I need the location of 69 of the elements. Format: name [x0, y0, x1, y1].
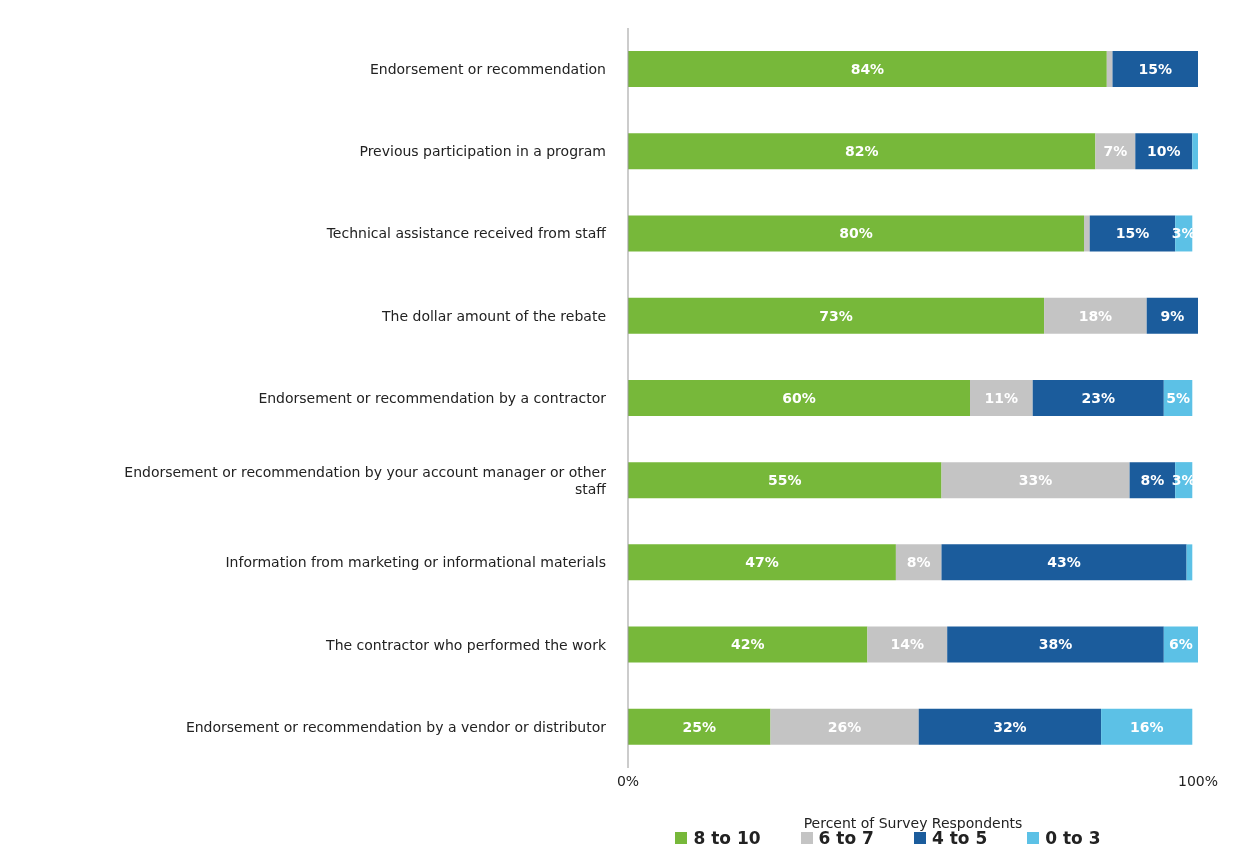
legend-label: 6 to 7 — [817, 828, 874, 848]
y-tick-label: Endorsement or recommendation by your account manager or other staff — [124, 463, 607, 497]
data-label: 80% — [839, 225, 873, 242]
data-label: 60% — [782, 389, 816, 406]
bar — [1084, 215, 1090, 252]
data-label: 8% — [906, 554, 931, 571]
y-tick-label: Endorsement or recommendation — [369, 61, 606, 78]
data-label: 9% — [1160, 307, 1185, 324]
bar — [770, 708, 919, 745]
bar — [1095, 133, 1136, 170]
y-tick-label: The contractor who performed the work — [325, 636, 607, 653]
data-label: 73% — [819, 307, 853, 324]
bar — [941, 544, 1187, 581]
data-label: 47% — [745, 554, 779, 571]
y-tick-label: Technical assistance received from staff — [325, 225, 607, 242]
x-tick-label: 100% — [1177, 772, 1219, 789]
bar — [1044, 297, 1147, 334]
data-label: 82% — [844, 143, 879, 160]
bar — [628, 297, 1045, 334]
bar — [918, 708, 1102, 745]
data-label: 84% — [850, 60, 885, 77]
bar — [628, 626, 868, 663]
bar — [1032, 379, 1164, 416]
data-label: 8% — [1140, 472, 1165, 489]
bar — [941, 462, 1130, 499]
data-label: 33% — [1018, 472, 1053, 489]
data-label: 16% — [1129, 718, 1164, 735]
bar — [628, 215, 1084, 252]
y-tick-label: Endorsement or recommendation by a vendor or distributor — [185, 718, 607, 735]
bar — [1101, 708, 1193, 745]
bar — [895, 544, 942, 581]
data-label: 23% — [1081, 389, 1116, 406]
bar — [947, 626, 1164, 663]
data-label: 14% — [890, 636, 925, 653]
y-tick-label: Information from marketing or informational materials — [225, 554, 606, 571]
y-tick-label: The dollar amount of the rebate — [381, 307, 606, 324]
bar — [628, 133, 1096, 170]
data-label: 18% — [1078, 307, 1113, 324]
y-tick-label: Previous participation in a program — [359, 143, 606, 160]
bar — [1112, 51, 1198, 88]
bar — [867, 626, 948, 663]
y-tick-label: Endorsement or recommendation by a contractor — [258, 389, 607, 406]
data-label: 10% — [1147, 143, 1181, 160]
data-label: 25% — [682, 718, 717, 735]
bar — [628, 544, 896, 581]
data-label: 15% — [1138, 60, 1173, 77]
data-label: 5% — [1166, 389, 1190, 406]
data-label: 42% — [730, 636, 765, 653]
bar — [628, 462, 942, 499]
data-label: 11% — [984, 389, 1019, 406]
legend-label: 0 to 3 — [1044, 828, 1101, 848]
data-label: 7% — [1103, 143, 1128, 160]
bar — [1192, 133, 1198, 170]
data-label: 15% — [1115, 225, 1150, 242]
data-label: 6% — [1169, 636, 1193, 653]
bar — [628, 708, 771, 745]
bar — [970, 379, 1033, 416]
bar — [1106, 51, 1113, 88]
bar — [628, 379, 970, 416]
bar — [1146, 297, 1198, 334]
data-label: 26% — [827, 718, 862, 735]
legend-label: 8 to 10 — [692, 828, 761, 848]
data-label: 38% — [1038, 636, 1073, 653]
data-label: 32% — [993, 718, 1027, 735]
data-label: 43% — [1047, 554, 1081, 571]
x-tick-label: 0% — [616, 772, 640, 789]
data-label: 55% — [767, 472, 802, 489]
x-axis-title: Percent of Survey Respondents — [803, 815, 1023, 831]
bar — [628, 51, 1107, 88]
